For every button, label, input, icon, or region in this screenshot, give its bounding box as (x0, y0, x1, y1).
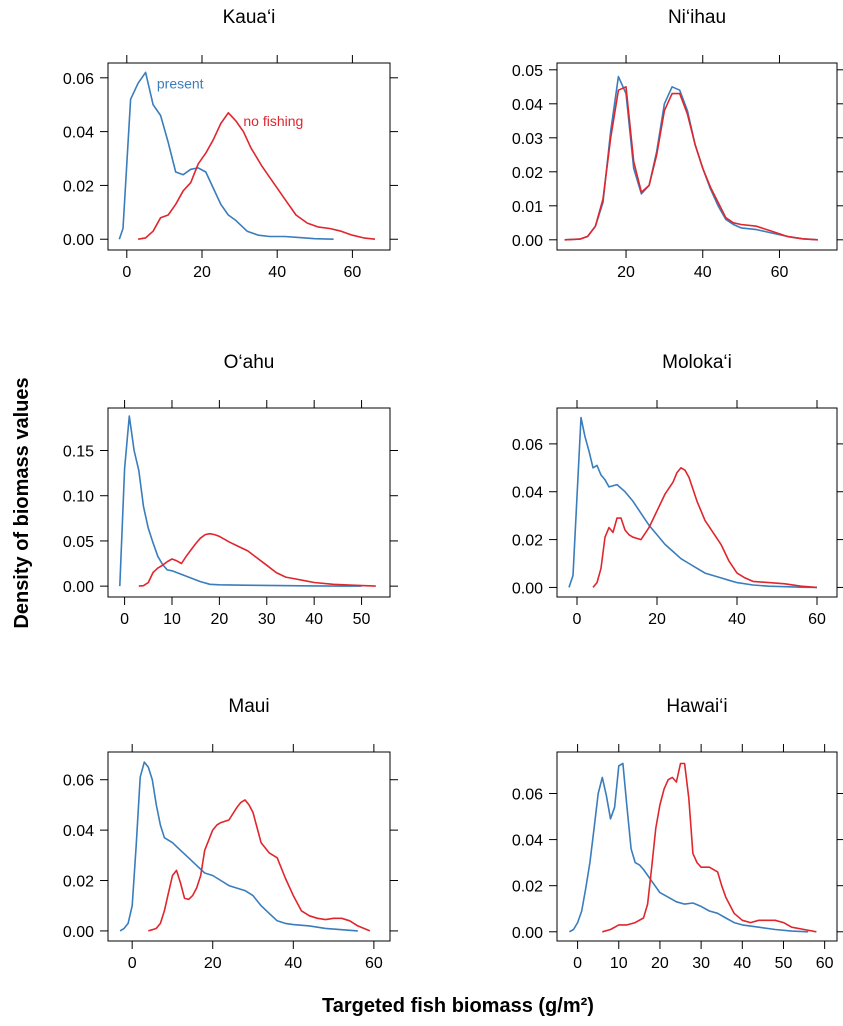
y-tick-label: 0.06 (63, 773, 94, 790)
panel-5: Maui 0 20 40 60 0.00 0.02 0.04 0.06 (63, 696, 398, 972)
panel-title: Moloka‘i (662, 352, 732, 373)
panel-3: O‘ahu 0 10 20 30 40 50 0.00 0.05 0.10 0.15 (63, 352, 398, 628)
y-tick-label: 0.05 (512, 63, 543, 80)
panel-frame (556, 407, 838, 598)
y-tick-label: 0.04 (512, 833, 543, 850)
y-tick-label: 0.06 (512, 786, 543, 803)
x-tick-label: 30 (258, 611, 276, 628)
x-tick-label: 60 (771, 264, 789, 281)
series-line-present (118, 71, 334, 240)
x-tick-label: 40 (305, 611, 323, 628)
y-tick-label: 0.02 (512, 879, 543, 896)
series-line-present (569, 762, 809, 933)
y-tick-label: 0.04 (512, 485, 543, 502)
panel-1: Kaua‘i 0 20 40 60 0.00 0.02 0.04 0.06 present no f… (63, 7, 398, 281)
x-tick-label: 40 (728, 611, 746, 628)
panel-title: Hawai‘i (666, 696, 727, 717)
x-tick-label: 50 (775, 955, 793, 972)
panel-2: Ni‘ihau 20 40 60 0.00 0.01 0.02 0.03 0.04 0.05 (512, 7, 843, 281)
y-tick-label: 0.00 (63, 232, 94, 249)
y-tick-label: 0.02 (512, 533, 543, 550)
panel-frame (556, 751, 838, 942)
series-line-no-fishing (138, 532, 376, 587)
series-line-no-fishing (564, 86, 818, 241)
panel-frame (107, 62, 391, 251)
y-tick-label: 0.02 (63, 874, 94, 891)
y-tick-label: 0.10 (63, 489, 94, 506)
panel-title: Ni‘ihau (668, 7, 726, 28)
x-tick-label: 10 (163, 611, 181, 628)
panel-frame (107, 407, 391, 598)
panel-frame (107, 751, 391, 942)
x-tick-label: 20 (204, 955, 222, 972)
x-tick-label: 60 (808, 611, 826, 628)
x-tick-label: 30 (692, 955, 710, 972)
y-tick-label: 0.04 (512, 97, 543, 114)
x-tick-label: 60 (816, 955, 834, 972)
y-tick-label: 0.02 (512, 165, 543, 182)
y-tick-label: 0.06 (512, 437, 543, 454)
y-tick-label: 0.04 (63, 823, 94, 840)
y-tick-label: 0.06 (63, 71, 94, 88)
x-tick-label: 40 (694, 264, 712, 281)
y-tick-label: 0.00 (63, 579, 94, 596)
panel-title: Kaua‘i (223, 7, 276, 28)
panel-title: O‘ahu (224, 352, 275, 373)
x-tick-label: 40 (733, 955, 751, 972)
panel-frame (556, 62, 838, 251)
x-tick-label: 60 (344, 264, 362, 281)
x-tick-label: 60 (365, 955, 383, 972)
x-tick-label: 20 (617, 264, 635, 281)
series-line-present (568, 416, 818, 589)
series-line-present (119, 761, 358, 932)
y-tick-label: 0.03 (512, 131, 543, 148)
x-tick-label: 0 (573, 611, 582, 628)
x-tick-label: 10 (610, 955, 628, 972)
x-tick-label: 0 (122, 264, 131, 281)
y-tick-label: 0.00 (512, 580, 543, 597)
series-line-no-fishing (602, 762, 817, 933)
label-no-fishing: no fishing (243, 113, 303, 129)
x-tick-label: 20 (648, 611, 666, 628)
y-tick-label: 0.01 (512, 199, 543, 216)
x-tick-label: 0 (573, 955, 582, 972)
y-tick-label: 0.05 (63, 534, 94, 551)
panel-title: Maui (228, 696, 269, 717)
panel-4: Moloka‘i 0 20 40 60 0.00 0.02 0.04 0.06 (512, 352, 843, 628)
series-line-present (119, 415, 362, 587)
y-tick-label: 0.00 (512, 925, 543, 942)
y-tick-label: 0.00 (63, 924, 94, 941)
x-tick-label: 20 (210, 611, 228, 628)
x-tick-label: 40 (284, 955, 302, 972)
y-axis-title: Density of biomass values (11, 377, 33, 628)
x-tick-label: 20 (193, 264, 211, 281)
y-tick-label: 0.04 (63, 125, 94, 142)
y-tick-label: 0.00 (512, 233, 543, 250)
y-tick-label: 0.02 (63, 178, 94, 195)
series-line-no-fishing (592, 466, 818, 589)
series-line-no-fishing (148, 799, 371, 932)
x-tick-label: 20 (651, 955, 669, 972)
x-tick-label: 0 (128, 955, 137, 972)
panel-6: Hawai‘i 0 10 20 30 40 50 60 0.00 0.02 0.04 0.06 (512, 696, 843, 972)
x-tick-label: 50 (353, 611, 371, 628)
label-present: present (157, 76, 204, 92)
x-tick-label: 40 (268, 264, 286, 281)
x-axis-title: Targeted fish biomass (g/m²) (322, 995, 594, 1017)
series-line-present (564, 75, 818, 241)
y-tick-label: 0.15 (63, 444, 94, 461)
series-line-no-fishing (137, 112, 376, 240)
x-tick-label: 0 (120, 611, 129, 628)
